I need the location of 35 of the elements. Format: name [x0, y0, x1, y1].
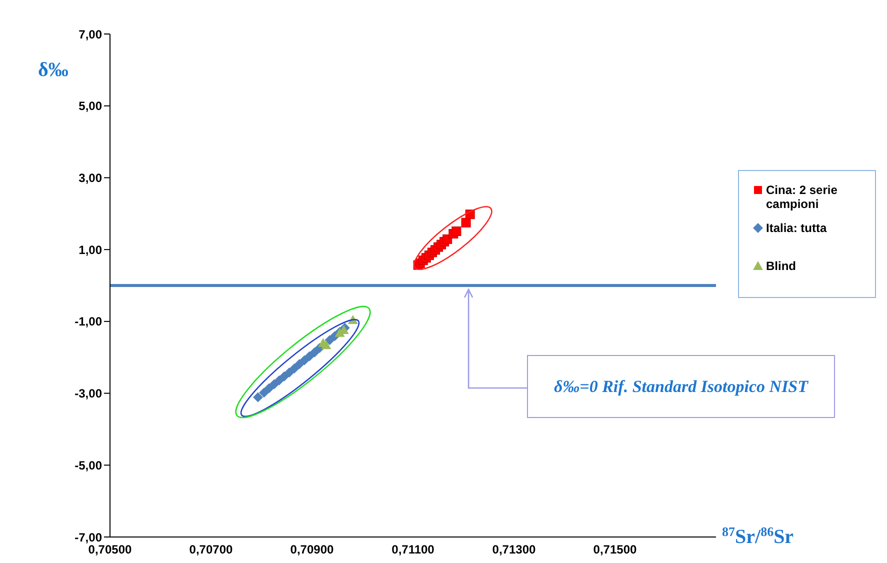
- x-tick-label: 0,70700: [189, 542, 234, 557]
- y-tick-label: -1,00: [74, 314, 102, 329]
- point: [259, 388, 270, 398]
- point: [294, 359, 304, 370]
- point: [461, 218, 471, 228]
- y-tick-label: 3,00: [78, 170, 102, 185]
- point: [252, 392, 263, 402]
- x-tick-label: 0,71300: [492, 542, 536, 557]
- point: [289, 363, 300, 374]
- x-axis-title: $^{87}$Sr/$^{86}$Sr: [722, 524, 794, 548]
- point: [279, 371, 290, 382]
- point: [321, 340, 332, 350]
- x-tick-label: 0,71100: [392, 542, 435, 557]
- y-tick-label: -5,00: [74, 458, 102, 472]
- y-axis-title: δ‰: [38, 59, 68, 81]
- y-tick-label: 1,00: [78, 242, 102, 257]
- y-tick-label: 5,00: [78, 99, 102, 114]
- x-tick-label: 0,70500: [88, 542, 132, 557]
- annotation: δ‰=0 Rif. Standard Isotopico NIST: [527, 355, 835, 418]
- x-tick-label: 0,71500: [593, 542, 638, 557]
- point: [304, 351, 314, 362]
- point: [299, 355, 310, 366]
- point: [452, 226, 462, 236]
- legend-label: Cina: 2 serie campioni: [766, 183, 838, 211]
- legend-label: Blind: [766, 259, 796, 273]
- point: [264, 383, 274, 394]
- y-tick-label: 7,00: [78, 27, 102, 42]
- point: [269, 379, 280, 390]
- y-tick-label: -7,00: [74, 530, 102, 544]
- x-tick-label: 0,70900: [290, 542, 334, 557]
- y-tick-label: -3,00: [74, 386, 102, 401]
- point: [274, 375, 284, 386]
- point: [284, 367, 294, 378]
- legend-label: Italia: tutta: [766, 221, 827, 235]
- point: [310, 347, 320, 358]
